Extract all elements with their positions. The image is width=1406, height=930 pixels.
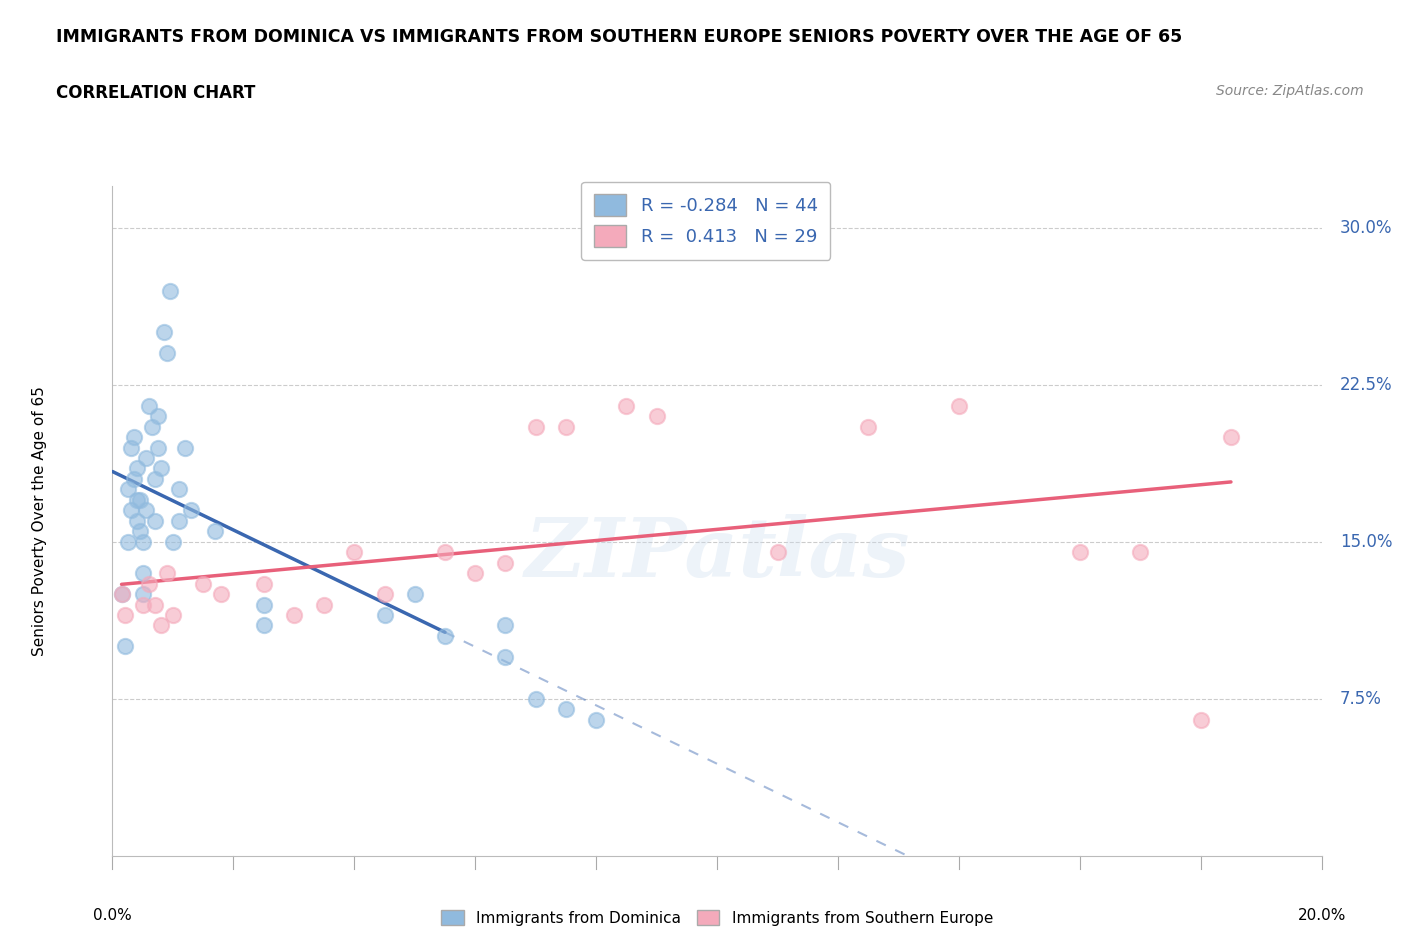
Point: [374, 587, 396, 602]
Text: Seniors Poverty Over the Age of 65: Seniors Poverty Over the Age of 65: [32, 386, 48, 656]
Point: [135, 503, 157, 518]
Point: [374, 607, 396, 622]
Text: Source: ZipAtlas.com: Source: ZipAtlas.com: [1216, 84, 1364, 98]
Point: [404, 587, 426, 602]
Point: [616, 398, 638, 413]
Point: [132, 597, 155, 612]
Point: [159, 284, 181, 299]
Point: [132, 565, 155, 580]
Point: [143, 472, 166, 486]
Text: 15.0%: 15.0%: [1340, 533, 1392, 551]
Point: [114, 639, 136, 654]
Point: [524, 691, 547, 706]
Point: [766, 545, 789, 560]
Point: [120, 440, 142, 455]
Point: [554, 702, 576, 717]
Point: [495, 649, 517, 664]
Legend: Immigrants from Dominica, Immigrants from Southern Europe: Immigrants from Dominica, Immigrants fro…: [434, 903, 1000, 930]
Point: [128, 493, 150, 508]
Point: [204, 524, 226, 538]
Text: 22.5%: 22.5%: [1340, 376, 1392, 393]
Point: [1129, 545, 1152, 560]
Point: [1189, 712, 1212, 727]
Point: [495, 618, 517, 633]
Text: IMMIGRANTS FROM DOMINICA VS IMMIGRANTS FROM SOUTHERN EUROPE SENIORS POVERTY OVER: IMMIGRANTS FROM DOMINICA VS IMMIGRANTS F…: [56, 28, 1182, 46]
Point: [253, 618, 276, 633]
Point: [122, 430, 145, 445]
Point: [110, 587, 132, 602]
Point: [146, 409, 169, 424]
Point: [253, 597, 276, 612]
Text: 7.5%: 7.5%: [1340, 690, 1382, 708]
Point: [125, 493, 148, 508]
Point: [167, 513, 190, 528]
Text: CORRELATION CHART: CORRELATION CHART: [56, 84, 256, 101]
Point: [146, 440, 169, 455]
Point: [149, 618, 172, 633]
Point: [149, 461, 172, 476]
Point: [117, 535, 139, 550]
Point: [253, 576, 276, 591]
Point: [138, 398, 160, 413]
Point: [153, 326, 176, 340]
Point: [174, 440, 197, 455]
Point: [495, 555, 517, 570]
Point: [180, 503, 202, 518]
Point: [314, 597, 336, 612]
Point: [132, 587, 155, 602]
Point: [143, 513, 166, 528]
Point: [167, 482, 190, 497]
Point: [162, 607, 184, 622]
Point: [434, 545, 457, 560]
Point: [138, 576, 160, 591]
Point: [554, 419, 576, 434]
Point: [125, 513, 148, 528]
Text: 30.0%: 30.0%: [1340, 219, 1392, 237]
Point: [128, 524, 150, 538]
Point: [1220, 430, 1243, 445]
Point: [162, 535, 184, 550]
Point: [125, 461, 148, 476]
Point: [143, 597, 166, 612]
Point: [464, 565, 486, 580]
Point: [645, 409, 668, 424]
Text: ZIPatlas: ZIPatlas: [524, 514, 910, 594]
Point: [114, 607, 136, 622]
Point: [117, 482, 139, 497]
Point: [132, 535, 155, 550]
Point: [156, 346, 179, 361]
Point: [283, 607, 305, 622]
Point: [122, 472, 145, 486]
Point: [191, 576, 215, 591]
Point: [120, 503, 142, 518]
Point: [524, 419, 547, 434]
Point: [434, 629, 457, 644]
Point: [343, 545, 366, 560]
Point: [135, 451, 157, 466]
Point: [948, 398, 970, 413]
Text: 0.0%: 0.0%: [93, 908, 132, 923]
Point: [141, 419, 163, 434]
Point: [585, 712, 607, 727]
Text: 20.0%: 20.0%: [1298, 908, 1346, 923]
Point: [858, 419, 880, 434]
Point: [156, 565, 179, 580]
Point: [110, 587, 132, 602]
Point: [1069, 545, 1091, 560]
Point: [209, 587, 232, 602]
